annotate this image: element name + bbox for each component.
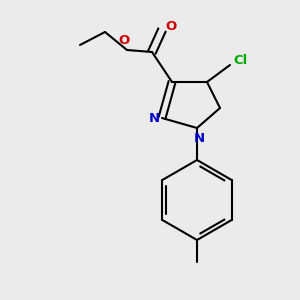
Text: O: O (118, 34, 130, 47)
Text: Cl: Cl (233, 53, 247, 67)
Text: N: N (148, 112, 160, 124)
Text: N: N (194, 133, 205, 146)
Text: O: O (165, 20, 177, 34)
